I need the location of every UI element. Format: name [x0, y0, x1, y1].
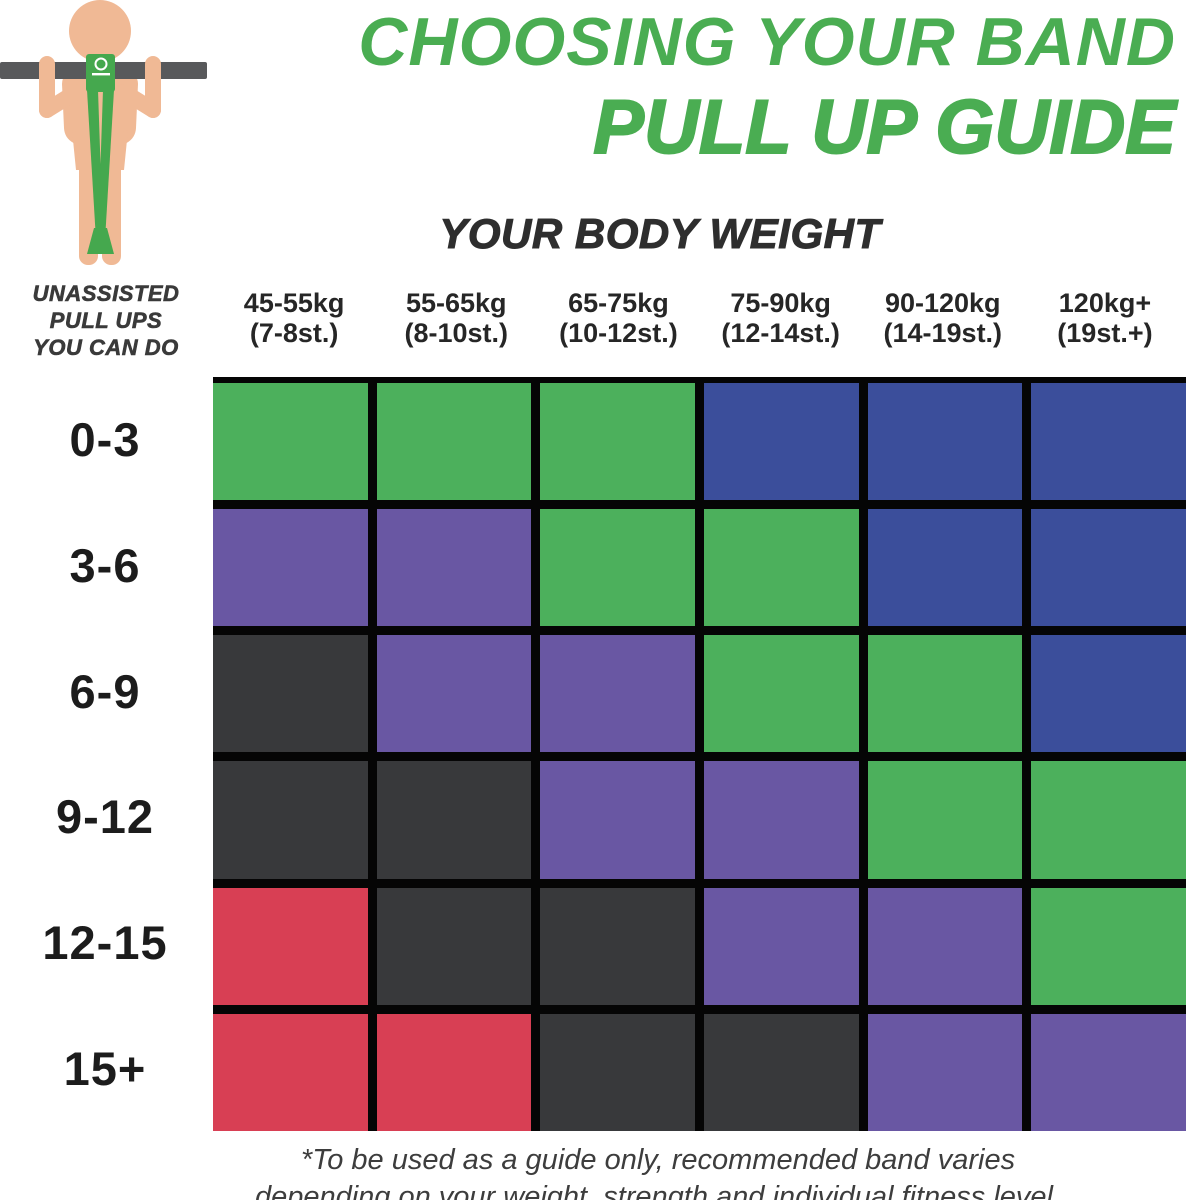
band-cell [376, 383, 532, 501]
row-label-9-12: 9-12 [55, 790, 155, 844]
pull-ups-axis-line2: PULL UPS [49, 308, 163, 334]
column-header-kg: 75-90kg [730, 288, 831, 318]
column-header-45-55kg: 45-55kg (7-8st.) [213, 288, 375, 348]
body-weight-axis-title: YOUR BODY WEIGHT [439, 210, 881, 258]
band-cell [1031, 1013, 1186, 1131]
band-cell [540, 635, 695, 753]
band-cell [704, 887, 859, 1005]
banded-pull-up-figure-illustration [0, 0, 207, 265]
band-cell [867, 635, 1023, 753]
page-title: CHOOSING YOUR BAND PULL UP GUIDE [358, 4, 1177, 170]
column-header-kg: 120kg+ [1058, 288, 1152, 318]
band-cell [376, 509, 532, 627]
band-cell [540, 1013, 695, 1131]
band-cell [704, 761, 859, 879]
band-cell [213, 509, 368, 627]
row-label-3-6: 3-6 [69, 539, 141, 592]
band-cell [867, 887, 1023, 1005]
band-cell [867, 383, 1023, 501]
band-logo-icon [94, 57, 108, 71]
band-cell [867, 761, 1023, 879]
band-cell [704, 1013, 859, 1131]
band-cell [376, 761, 532, 879]
column-header-st: (12-14st.) [721, 318, 840, 348]
footnote-line2: depending on your weight, strength and i… [254, 1181, 1062, 1200]
column-header-65-75kg: 65-75kg (10-12st.) [537, 288, 699, 348]
band-cell [704, 383, 859, 501]
pull-ups-axis-line1: UNASSISTED [32, 281, 180, 307]
figure-left-forearm [39, 56, 55, 118]
band-cell [540, 509, 695, 627]
band-cell [376, 1013, 532, 1131]
figure-head [69, 0, 131, 62]
band-cell [213, 1013, 368, 1131]
band-cell [867, 509, 1023, 627]
band-logo-text [92, 73, 110, 76]
row-label-0-3: 0-3 [69, 413, 141, 467]
band-cell [704, 635, 859, 753]
column-header-kg: 55-65kg [405, 288, 507, 318]
column-header-st: (8-10st.) [404, 318, 509, 348]
pull-ups-axis-title: UNASSISTED PULL UPS YOU CAN DO [0, 280, 212, 361]
title-line2: PULL UP GUIDE [592, 85, 1177, 170]
band-cell [213, 635, 368, 753]
band-cell [213, 887, 368, 1005]
column-header-75-90kg: 75-90kg (12-14st.) [700, 288, 862, 348]
figure-right-forearm [145, 56, 161, 118]
column-headers: 45-55kg (7-8st.) 55-65kg (8-10st.) 65-75… [213, 288, 1186, 348]
resistance-band-left-strip [87, 90, 103, 240]
band-cell [376, 635, 532, 753]
row-label-6-9: 6-9 [69, 664, 141, 718]
band-cell [867, 1013, 1023, 1131]
band-cell [704, 509, 859, 627]
band-cell [376, 887, 532, 1005]
column-header-st: (7-8st.) [249, 318, 339, 348]
band-cell [1031, 761, 1186, 879]
row-labels: 0-3 3-6 6-9 9-12 12-15 15+ [0, 377, 210, 1131]
row-label-15-plus: 15+ [63, 1041, 147, 1095]
band-cell [540, 761, 695, 879]
footnote: *To be used as a guide only, recommended… [130, 1142, 1186, 1200]
band-cell [1031, 383, 1186, 501]
column-header-120kg-plus: 120kg+ (19st.+) [1024, 288, 1186, 348]
band-recommendation-grid [213, 377, 1186, 1131]
column-header-kg: 90-120kg [884, 288, 1001, 318]
resistance-band-right-strip [98, 90, 114, 240]
band-cell [213, 761, 368, 879]
column-header-90-120kg: 90-120kg (14-19st.) [862, 288, 1024, 348]
row-label-12-15: 12-15 [42, 916, 168, 970]
band-cell [540, 383, 695, 501]
band-cell [213, 383, 368, 501]
band-cell [540, 887, 695, 1005]
band-cell [1031, 635, 1186, 753]
band-cell [1031, 887, 1186, 1005]
column-header-55-65kg: 55-65kg (8-10st.) [375, 288, 537, 348]
column-header-kg: 65-75kg [568, 288, 669, 318]
band-cell [1031, 509, 1186, 627]
column-header-st: (14-19st.) [883, 318, 1003, 348]
column-header-st: (10-12st.) [559, 318, 678, 348]
resistance-band-foot-loop [87, 228, 114, 254]
column-header-st: (19st.+) [1057, 318, 1153, 348]
footnote-line1: *To be used as a guide only, recommended… [300, 1144, 1016, 1176]
title-line1: CHOOSING YOUR BAND [358, 4, 1176, 80]
column-header-kg: 45-55kg [243, 288, 345, 318]
pull-ups-axis-line3: YOU CAN DO [33, 335, 179, 361]
